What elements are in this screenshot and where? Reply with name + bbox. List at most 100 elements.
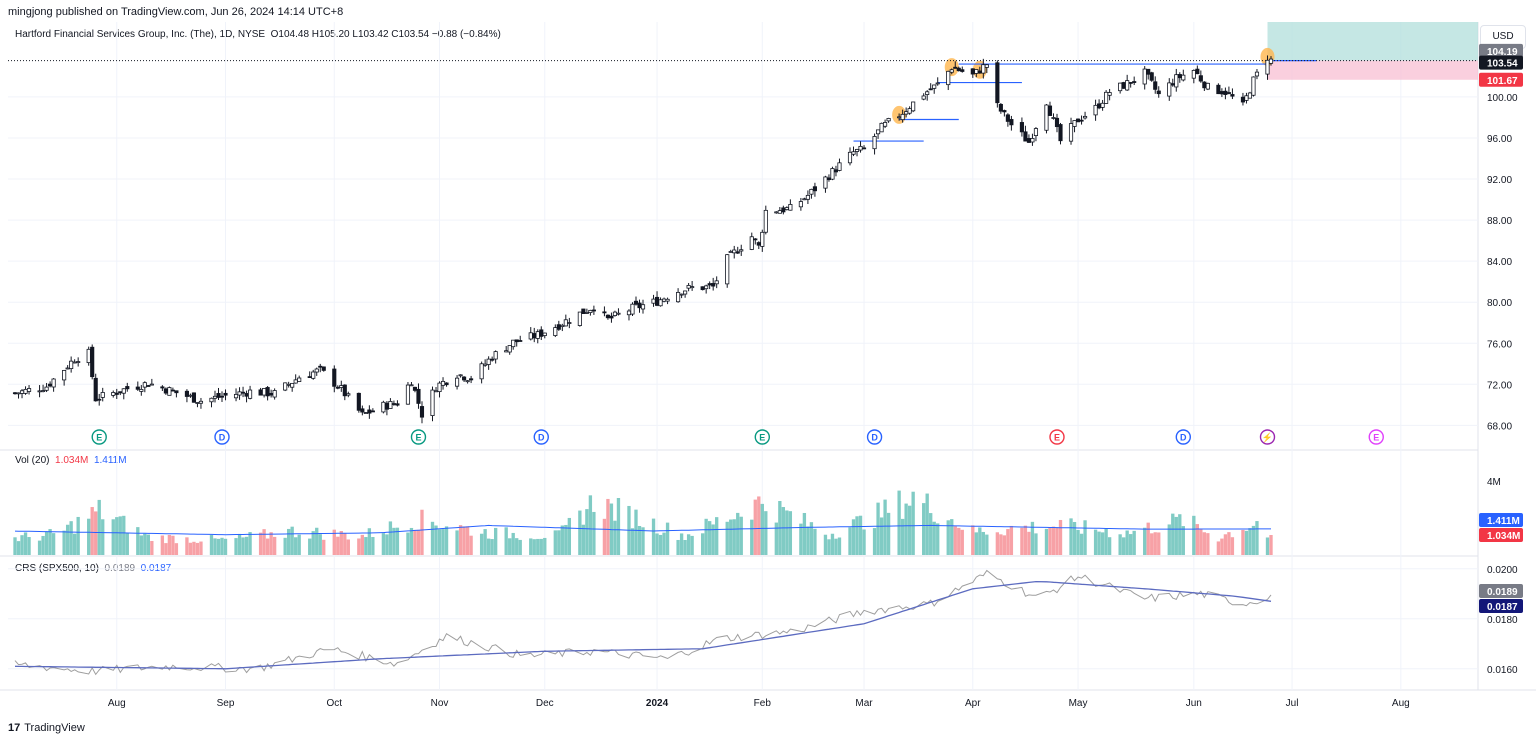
candle-body bbox=[1146, 68, 1151, 75]
candle bbox=[781, 205, 786, 215]
candle bbox=[297, 375, 302, 382]
symbol-legend[interactable]: Hartford Financial Services Group, Inc. … bbox=[15, 29, 501, 40]
candle-body bbox=[1068, 123, 1074, 142]
volume-bar bbox=[27, 537, 31, 555]
candle-body bbox=[616, 312, 621, 315]
volume-bar bbox=[434, 525, 438, 555]
volume-bar bbox=[960, 529, 964, 555]
volume-bar bbox=[837, 537, 842, 555]
candle-body bbox=[1230, 94, 1235, 97]
candle-body bbox=[465, 380, 470, 383]
time-tick-label: Jul bbox=[1286, 698, 1299, 709]
candle bbox=[346, 391, 351, 398]
candle-body bbox=[490, 358, 495, 361]
candle-body bbox=[630, 303, 635, 315]
volume-bar bbox=[41, 535, 45, 555]
volume-legend[interactable]: Vol (20) 1.034M 1.411M bbox=[15, 455, 127, 466]
volume-bar bbox=[388, 521, 393, 555]
volume-bar bbox=[567, 517, 572, 555]
candle bbox=[932, 84, 937, 94]
symbol-name[interactable]: Hartford Financial Services Group, Inc. … bbox=[15, 29, 266, 40]
candle-body bbox=[854, 149, 860, 152]
volume-bar bbox=[532, 539, 536, 555]
volume-bar bbox=[1076, 529, 1080, 555]
candle-body bbox=[1030, 138, 1035, 143]
time-tick-label: Mar bbox=[855, 698, 873, 709]
candle-body bbox=[262, 388, 267, 396]
event-badge-circle bbox=[1259, 429, 1276, 445]
candle bbox=[26, 385, 32, 395]
volume-bar bbox=[87, 518, 91, 555]
volume-bar bbox=[851, 519, 856, 555]
candle bbox=[879, 122, 884, 133]
candle-body bbox=[556, 324, 561, 330]
volume-bar bbox=[315, 527, 319, 555]
candle bbox=[1093, 99, 1098, 121]
candle bbox=[388, 398, 393, 409]
candle-body bbox=[928, 88, 933, 91]
candle-body bbox=[932, 84, 937, 89]
volume-bar bbox=[37, 540, 42, 555]
event-badge-label: D bbox=[871, 433, 878, 443]
candle-body bbox=[51, 378, 56, 388]
volume-bar bbox=[1195, 524, 1199, 555]
candle-body bbox=[118, 391, 123, 394]
volume-bar bbox=[855, 516, 859, 555]
candle-body bbox=[753, 238, 758, 241]
candle-body bbox=[409, 384, 414, 387]
volume-bar bbox=[1223, 534, 1228, 555]
volume-bar bbox=[750, 519, 754, 555]
volume-bar bbox=[781, 507, 786, 555]
candle bbox=[1244, 92, 1249, 104]
volume-bar bbox=[185, 537, 189, 555]
event-badge-label: E bbox=[96, 433, 102, 443]
candle bbox=[633, 296, 639, 306]
volume-bar bbox=[97, 499, 101, 555]
candle-body bbox=[788, 204, 793, 211]
price-tick-label: 80.00 bbox=[1487, 298, 1512, 309]
volume-ma-tag-bg bbox=[1479, 513, 1523, 527]
candle-body bbox=[1202, 81, 1207, 89]
volume-bar bbox=[1048, 527, 1052, 555]
volume-bar bbox=[764, 511, 768, 555]
candle-body bbox=[23, 388, 28, 394]
tradingview-logo[interactable]: 17 TradingView bbox=[8, 722, 85, 734]
volume-bar bbox=[732, 519, 736, 555]
candle bbox=[1009, 115, 1014, 131]
volume-bar bbox=[258, 532, 263, 555]
volume-bar bbox=[932, 521, 936, 555]
candle bbox=[437, 381, 442, 398]
candle bbox=[248, 385, 253, 400]
volume-bar bbox=[911, 491, 915, 555]
candle-body bbox=[62, 370, 67, 381]
volume-bar bbox=[1002, 535, 1007, 555]
candle-body bbox=[258, 389, 263, 396]
event-badge-circle bbox=[754, 429, 770, 445]
candle bbox=[90, 344, 95, 380]
event-badge: E bbox=[754, 429, 770, 445]
candle bbox=[1079, 115, 1084, 125]
candle-body bbox=[395, 403, 400, 406]
time-tick-label: Sep bbox=[217, 698, 235, 709]
candle-body bbox=[76, 361, 81, 363]
candle-body bbox=[711, 283, 716, 287]
candle bbox=[925, 90, 930, 101]
candle bbox=[605, 314, 610, 320]
candle-body bbox=[174, 390, 179, 394]
time-tick-label: Aug bbox=[1392, 698, 1410, 709]
candle bbox=[928, 83, 933, 91]
candle-body bbox=[553, 327, 558, 336]
volume-bar bbox=[125, 533, 129, 555]
candle bbox=[651, 294, 656, 307]
event-badge-circle bbox=[1049, 429, 1065, 445]
candle-body bbox=[311, 371, 316, 379]
candle bbox=[12, 391, 18, 395]
candle-body bbox=[1104, 91, 1109, 104]
candle bbox=[704, 284, 709, 294]
volume-bar bbox=[13, 537, 17, 555]
candle bbox=[640, 299, 646, 314]
event-badge-label: E bbox=[1054, 433, 1060, 443]
volume-bar bbox=[665, 522, 670, 555]
candle bbox=[1054, 113, 1060, 133]
